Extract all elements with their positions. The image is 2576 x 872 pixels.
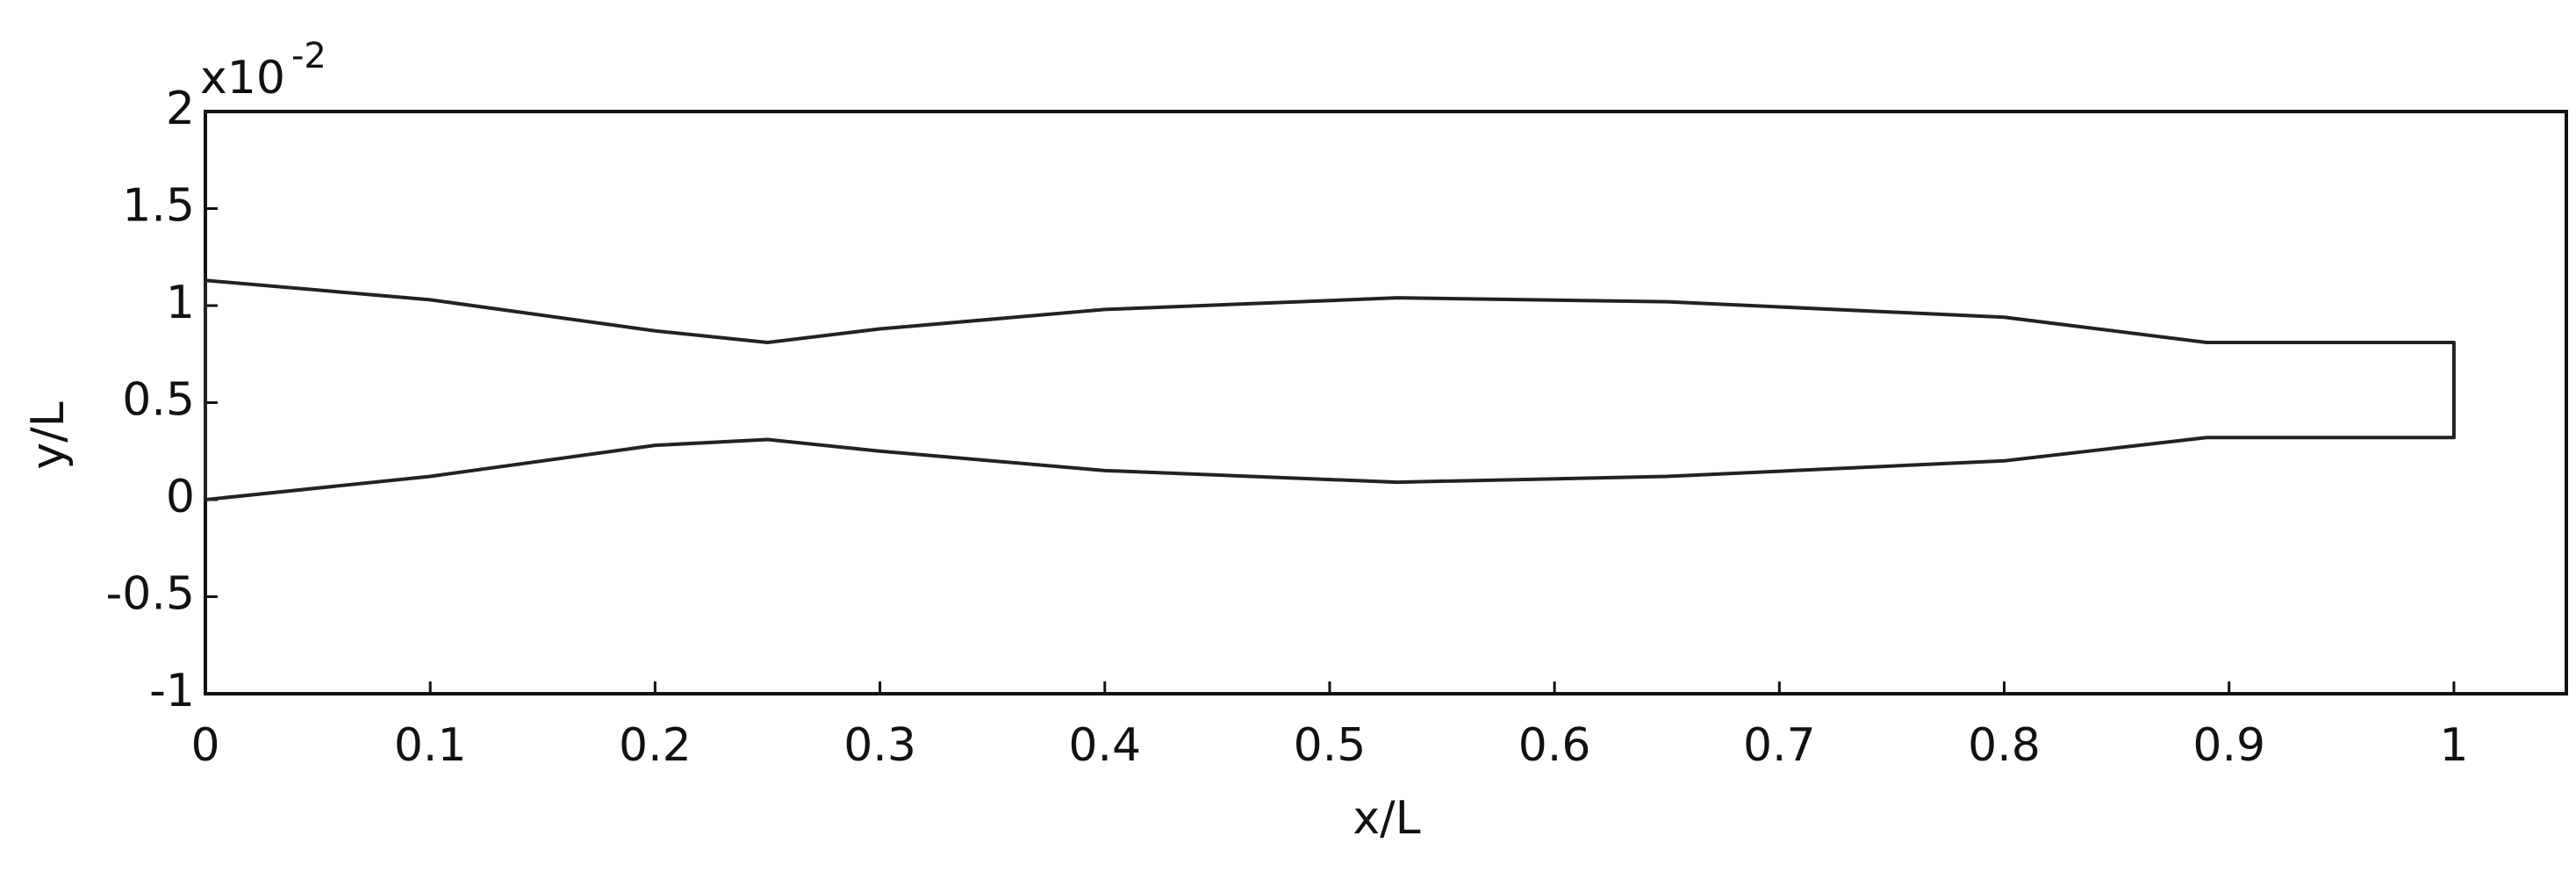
- nozzle-outline: [204, 278, 2456, 501]
- y-tick-label: 1.5: [122, 180, 195, 233]
- x-tick-label: 0.2: [619, 719, 692, 772]
- x-tick-label: 0.7: [1743, 719, 1816, 772]
- x-tick-label: 0.1: [394, 719, 467, 772]
- plot-frame: [204, 110, 2568, 695]
- x-tick-label: 0.4: [1068, 719, 1141, 772]
- y-tick-label: 0.5: [122, 374, 195, 427]
- x-tick-label: 0: [190, 719, 219, 772]
- y-tick-label: 1: [166, 277, 195, 329]
- y-multiplier-exponent: -2: [291, 36, 326, 76]
- x-tick-label: 1: [2439, 719, 2468, 772]
- y-tick-label: -0.5: [106, 568, 195, 621]
- y-multiplier: x10: [200, 52, 285, 104]
- y-axis-label: y/L: [22, 401, 75, 469]
- x-axis-label: x/L: [1353, 792, 1420, 845]
- y-tick-label: 0: [166, 471, 195, 523]
- x-tick-label: 0.9: [2192, 719, 2265, 772]
- y-tick-label: -1: [149, 665, 195, 717]
- x-tick-label: 0.5: [1294, 719, 1367, 772]
- x-tick-label: 0.6: [1518, 719, 1591, 772]
- x-tick-label: 0.8: [1968, 719, 2041, 772]
- y-tick-label: 2: [166, 83, 195, 135]
- x-tick-label: 0.3: [843, 719, 916, 772]
